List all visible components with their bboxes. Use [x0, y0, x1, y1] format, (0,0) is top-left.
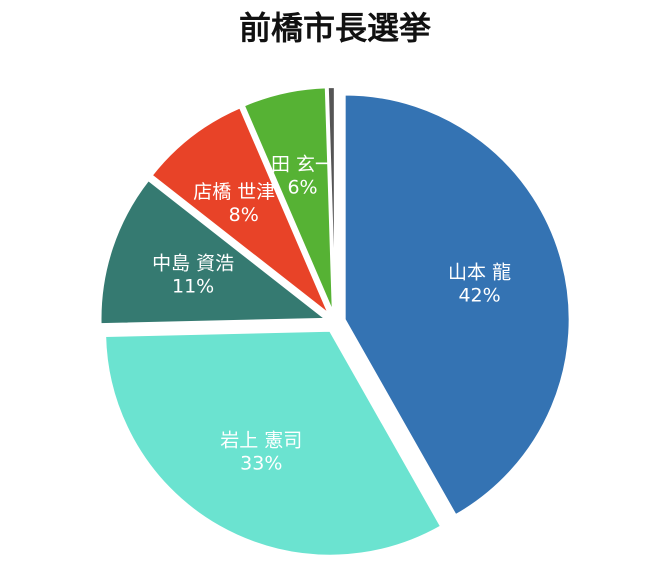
pie-slice: [99, 178, 329, 326]
slice-label: 中島 資浩: [152, 252, 234, 274]
value-label: 8%: [229, 204, 259, 226]
value-label: 42%: [458, 284, 500, 306]
pie-slice: [150, 106, 330, 315]
slice-label: 山本 龍: [448, 261, 511, 283]
value-label: 11%: [172, 275, 214, 297]
value-label: 6%: [287, 177, 317, 199]
pie-slice: [104, 329, 443, 557]
chart-title: 前橋市長選挙: [239, 9, 432, 47]
slice-label: 田 玄一: [271, 154, 334, 176]
pie-slice: [343, 93, 571, 517]
pie-slice: [242, 86, 334, 313]
value-label: 33%: [240, 453, 282, 475]
slice-label: 岩上 憲司: [220, 430, 302, 452]
pie-slice: [326, 86, 336, 313]
slice-label: 店橋 世津子: [193, 181, 294, 203]
